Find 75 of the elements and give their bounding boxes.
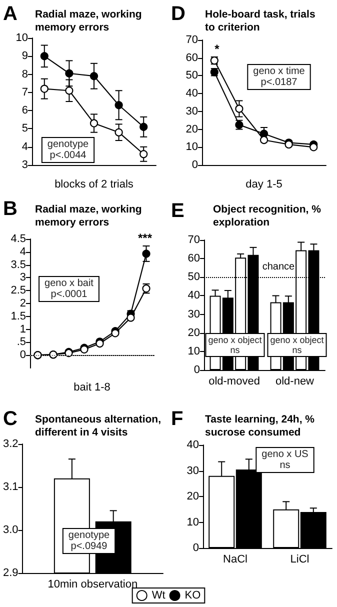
annotation: *	[214, 42, 220, 56]
y-tick-label: 60	[188, 252, 200, 265]
text: B	[3, 198, 18, 220]
y-tick-label: 4.5	[10, 233, 26, 245]
y-tick-label: 70	[188, 234, 200, 246]
y-tick-label: 10	[188, 345, 200, 358]
chart-title: Radial maze, working memory errors	[35, 8, 145, 34]
y-tick-label: 3.5	[10, 258, 26, 271]
y-tick-label: 10	[186, 141, 198, 154]
text: C	[3, 408, 18, 430]
annotation: geno x US ns	[262, 449, 309, 471]
chart-title: Spontaneous alternation, different in 4 visits	[35, 414, 164, 438]
text: D	[171, 3, 186, 25]
chart-title: Radial maze, working memory errors	[35, 204, 145, 228]
y-tick-label: 3.0	[2, 524, 18, 536]
y-tick-label: 1	[20, 323, 26, 336]
y-tick-label: 70	[186, 34, 198, 46]
y-tick-label: 9	[22, 50, 28, 62]
y-tick-label: 2.9	[2, 567, 18, 579]
y-tick-label: 40	[186, 88, 198, 100]
y-tick-label: 0	[192, 159, 198, 171]
legend-label: Wt	[152, 590, 166, 602]
y-tick-label: 6	[22, 104, 28, 117]
x-axis-title: day 1-5	[246, 178, 282, 190]
chart-title: Hole-board task, trials to criterion	[205, 8, 318, 34]
annotation: geno x object ns	[208, 335, 262, 355]
y-tick-label: 2.5	[10, 284, 26, 297]
y-tick-label: 7	[22, 86, 28, 98]
chart-title: Taste learning, 24h, % sucrose consumed	[205, 414, 318, 438]
y-tick-label: 5	[22, 122, 28, 135]
y-tick-label: 8	[22, 68, 28, 80]
y-tick-label: 40	[186, 439, 199, 451]
annotation: ***	[138, 231, 152, 245]
x-tick-label: old-new	[275, 376, 314, 388]
text: F	[171, 408, 184, 430]
y-tick-label: 3	[20, 272, 26, 284]
annotation: geno x object ns	[270, 335, 324, 355]
y-tick-label: 30	[186, 105, 198, 118]
text: E	[171, 200, 184, 222]
y-tick-label: 10	[186, 516, 199, 528]
annotation: geno x time p<.0187	[253, 66, 306, 88]
y-tick-label: 3	[22, 159, 28, 171]
y-tick-label: 10	[16, 32, 28, 44]
y-tick-label: 60	[186, 52, 198, 64]
text: A	[3, 3, 18, 25]
y-tick-label: 3.1	[2, 481, 18, 493]
y-tick-label: 1.5	[10, 310, 26, 322]
y-tick-label: 4	[20, 246, 26, 258]
chart-title: Object recognition, % exploration	[213, 204, 324, 228]
x-axis-title: blocks of 2 trials	[54, 178, 134, 190]
y-tick-label: 20	[186, 490, 199, 502]
y-tick-label: 3.2	[2, 438, 18, 450]
legend-label: KO	[184, 590, 202, 602]
annotation: geno x bait p<.0001	[44, 278, 94, 300]
y-tick-label: 0	[192, 542, 199, 554]
y-tick-label: 20	[188, 326, 200, 339]
x-tick-label: old-moved	[208, 376, 260, 388]
x-tick-label: LiCl	[290, 554, 310, 566]
y-tick-label: 2	[20, 298, 26, 310]
y-tick-label: 50	[188, 271, 200, 284]
y-tick-label: 40	[188, 290, 200, 302]
y-tick-label: 30	[188, 308, 200, 320]
y-tick-label: 0	[194, 364, 200, 376]
x-axis-title: bait 1-8	[74, 382, 110, 394]
annotation: genotype p<.0044	[47, 139, 90, 161]
y-tick-label: 0	[20, 349, 26, 362]
y-tick-label: 30	[186, 464, 199, 477]
y-tick-label: .5	[16, 336, 26, 348]
y-tick-label: 20	[186, 123, 198, 136]
y-tick-label: 4	[22, 140, 28, 153]
x-tick-label: 10min observation	[48, 578, 138, 590]
annotation: genotype p<.0949	[68, 530, 110, 552]
ref-line-label: chance	[262, 262, 296, 273]
x-tick-label: NaCl	[223, 554, 248, 566]
y-tick-label: 50	[186, 70, 198, 82]
